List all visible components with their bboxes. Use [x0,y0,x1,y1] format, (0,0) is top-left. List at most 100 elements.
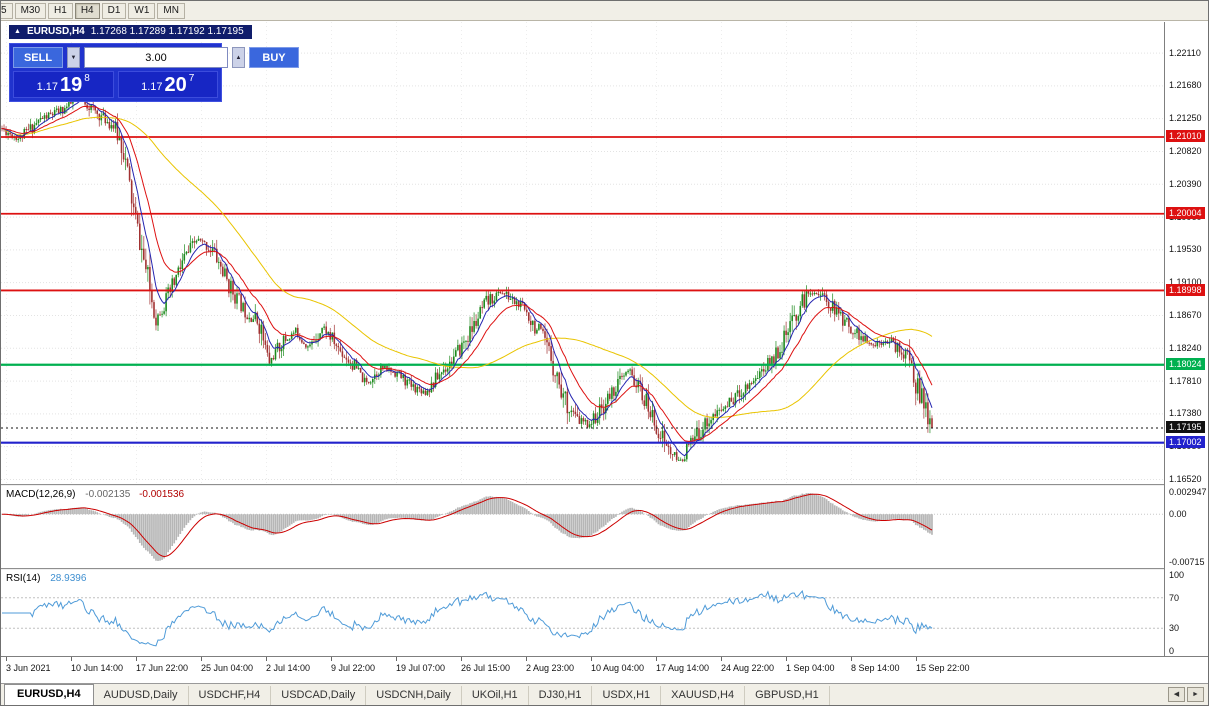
time-tick-mark [851,657,852,661]
timeframe-button-H4[interactable]: H4 [74,2,100,19]
price-tick-label: 1.17810 [1169,375,1202,386]
rsi-axis-label: 0 [1169,646,1175,656]
tabs-scroll-right-button[interactable]: ► [1187,687,1204,702]
time-tick-mark [6,657,7,661]
moving-average-ma-mid [2,105,933,442]
time-label: 9 Jul 22:00 [331,663,376,673]
macd-axis-min: -0.00715 [1169,557,1205,567]
timeframe-button-W1[interactable]: W1 [128,2,156,19]
time-label: 19 Jul 07:00 [396,663,446,673]
pane-splitter[interactable] [1,484,1208,486]
time-tick-mark [396,657,397,661]
time-tick-mark [526,657,527,661]
chart-tab-XAUUSD-H4[interactable]: XAUUSD,H4 [661,686,746,705]
volume-decrease-button[interactable]: ▼ [67,47,80,68]
chart-tab-USDX-H1[interactable]: USDX,H1 [592,686,662,705]
level-price-badge: 1.18998 [1166,283,1205,296]
price-tick-label: 1.21680 [1169,80,1202,91]
macd-main-value: -0.002135 [85,489,131,500]
volume-input[interactable] [84,47,228,68]
chart-symbol-timeframe: EURUSD,H4 [26,26,85,37]
candlesticks [1,94,933,463]
timeframe-toolbar: 5 M30 H1 H4 D1 W1 MN [1,1,1208,21]
price-tick-label: 1.21250 [1169,113,1202,124]
time-label: 1 Sep 04:00 [786,663,835,673]
rsi-pane-canvas[interactable] [1,570,1164,656]
chart-area[interactable]: 3 Jun 2021 10 Jun 14:00 17 Jun 22:00 25 Jun… [1,22,1208,683]
price-tick-label: 1.18240 [1169,342,1202,353]
chart-tab-USDCNH-Daily[interactable]: USDCNH,Daily [366,686,462,705]
level-price-badge: 1.21010 [1166,130,1205,143]
time-label: 8 Sep 14:00 [851,663,900,673]
time-axis[interactable]: 3 Jun 2021 10 Jun 14:00 17 Jun 22:00 25 Jun… [1,656,1208,683]
time-label: 24 Aug 22:00 [721,663,775,673]
buy-price-display[interactable]: 1.17 20 7 [117,71,218,98]
buy-price-point: 7 [188,73,195,84]
rsi-axis-label: 70 [1169,592,1180,603]
time-label: 17 Jun 22:00 [136,663,189,673]
tab-scroll-controls: ◀ ► [1168,687,1208,705]
timeframe-button-M30[interactable]: M30 [14,2,47,19]
rsi-value: 28.9396 [50,573,87,584]
rsi-axis-label: 30 [1169,623,1180,634]
time-label: 26 Jul 15:00 [461,663,511,673]
price-tick-label: 1.18670 [1169,309,1202,320]
time-tick-mark [201,657,202,661]
time-tick-mark [266,657,267,661]
sell-price-display[interactable]: 1.17 19 8 [13,71,114,98]
time-tick-mark [136,657,137,661]
time-label: 15 Sep 22:00 [916,663,970,673]
one-click-trading-panel: SELL ▼ ▲ BUY 1.17 19 8 1.17 20 7 [9,43,299,102]
price-chart-canvas[interactable] [1,22,1164,484]
sell-price-pips: 19 [60,74,83,96]
macd-indicator-label: MACD(12,26,9) -0.002135 -0.001536 [6,489,184,500]
time-tick-mark [461,657,462,661]
rsi-axis-label: 100 [1169,570,1185,580]
macd-pane-canvas[interactable] [1,486,1164,568]
macd-name: MACD(12,26,9) [6,489,76,500]
chart-tabs: EURUSD,H4 AUDUSD,Daily USDCHF,H4 USDCAD,Dai… [1,684,830,705]
price-tick-label: 1.19100 [1169,277,1202,288]
timeframe-button-H1[interactable]: H1 [48,2,73,19]
sell-button[interactable]: SELL [13,47,63,68]
buy-button[interactable]: BUY [249,47,299,68]
rsi-line [2,589,933,647]
time-tick-mark [71,657,72,661]
price-tick-label: 1.16520 [1169,473,1202,484]
time-tick-mark [331,657,332,661]
rsi-indicator-label: RSI(14) 28.9396 [6,573,86,584]
time-tick-mark [786,657,787,661]
volume-increase-button[interactable]: ▲ [232,47,245,68]
pane-splitter[interactable] [1,568,1208,570]
chart-tab-DJ30-H1[interactable]: DJ30,H1 [529,686,593,705]
chart-tab-USDCAD-Daily[interactable]: USDCAD,Daily [271,686,367,705]
current-price-badge: 1.17195 [1166,421,1205,434]
chart-tab-AUDUSD-Daily[interactable]: AUDUSD,Daily [94,686,189,705]
price-axis[interactable]: 1.221101.216801.212501.208201.203901.199… [1164,22,1208,656]
chart-tab-GBPUSD-H1[interactable]: GBPUSD,H1 [745,686,830,705]
timeframe-button-D1[interactable]: D1 [101,2,127,19]
chart-restore-icon[interactable]: ▲ [14,28,21,35]
tabs-scroll-left-button[interactable]: ◀ [1168,687,1185,702]
time-label: 10 Jun 14:00 [71,663,124,673]
time-label: 10 Aug 04:00 [591,663,645,673]
moving-average-ma-slow [1,116,933,418]
chart-tab-USDCHF-H4[interactable]: USDCHF,H4 [189,686,272,705]
chart-tab-EURUSD-H4[interactable]: EURUSD,H4 [4,684,94,705]
level-price-badge: 1.20004 [1166,207,1205,220]
time-label: 25 Jun 04:00 [201,663,254,673]
moving-average-ma-fast [1,99,933,457]
price-tick-label: 1.22110 [1169,47,1201,58]
time-label: 17 Aug 14:00 [656,663,710,673]
price-tick-label: 1.19530 [1169,244,1202,255]
level-price-badge: 1.17002 [1166,436,1205,449]
macd-axis-zero: 0.00 [1169,509,1187,520]
price-tick-label: 1.17380 [1169,408,1202,419]
time-tick-mark [656,657,657,661]
macd-signal-value: -0.001536 [139,489,185,500]
chart-tab-UKOil-H1[interactable]: UKOil,H1 [462,686,529,705]
timeframe-button-MN[interactable]: MN [157,2,185,19]
timeframe-button-5[interactable]: 5 [1,2,13,19]
chart-window-title[interactable]: ▲ EURUSD,H4 1.17268 1.17289 1.17192 1.17… [9,25,252,39]
